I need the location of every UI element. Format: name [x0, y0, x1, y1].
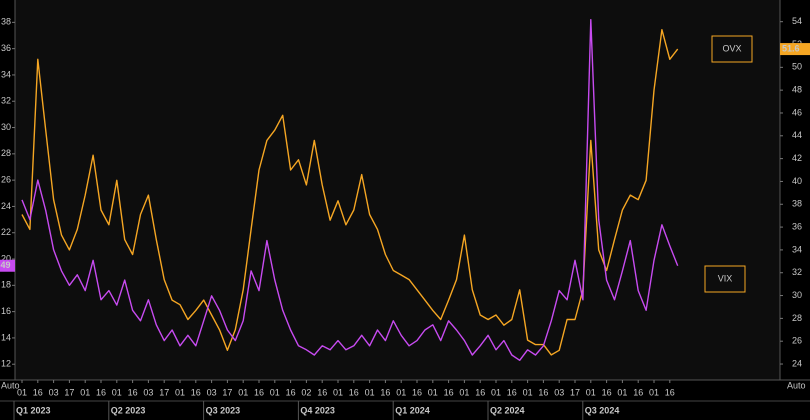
- x-tick-label: 16: [665, 387, 675, 397]
- y-tick-label: 30: [1, 122, 11, 132]
- y2-tick-label: 24: [792, 358, 802, 368]
- y-tick-label: 34: [1, 69, 11, 79]
- last-value-label: 51.6: [782, 43, 800, 53]
- series-line: [21, 29, 679, 356]
- x-tick-label: 16: [286, 387, 296, 397]
- x-tick-label: 01: [617, 387, 627, 397]
- x-tick-label: 16: [412, 387, 422, 397]
- y2-tick-label: 32: [792, 267, 802, 277]
- x-tick-label: 01: [112, 387, 122, 397]
- x-tick-label: 01: [491, 387, 501, 397]
- y2-tick-label: 34: [792, 244, 802, 254]
- x-tick-label: 16: [349, 387, 359, 397]
- y-tick-label: 38: [1, 17, 11, 27]
- x-tick-label: 02: [301, 387, 311, 397]
- y-tick-label: 20: [1, 253, 11, 263]
- series-line: [21, 19, 679, 361]
- y-tick-label: 14: [1, 332, 11, 342]
- plot-area: [15, 0, 780, 380]
- x-tick-label: 16: [602, 387, 612, 397]
- legend-label: VIX: [718, 273, 733, 283]
- x-tick-label: 16: [33, 387, 43, 397]
- x-tick-label: 16: [507, 387, 517, 397]
- y-tick-label: 24: [1, 201, 11, 211]
- x-tick-label: 01: [586, 387, 596, 397]
- y2-tick-label: 30: [792, 290, 802, 300]
- quarter-label: Q3 2024: [585, 405, 620, 415]
- x-tick-label: 03: [49, 387, 59, 397]
- y2-tick-label: 54: [792, 16, 802, 26]
- y2-tick-label: 28: [792, 313, 802, 323]
- x-tick-label: 01: [365, 387, 375, 397]
- x-tick-label: 16: [633, 387, 643, 397]
- quarter-label: Q2 2023: [111, 405, 146, 415]
- x-tick-label: 01: [175, 387, 185, 397]
- y-tick-label: 28: [1, 148, 11, 158]
- y-tick-label: 36: [1, 43, 11, 53]
- x-tick-label: 01: [428, 387, 438, 397]
- y-tick-label: 22: [1, 227, 11, 237]
- x-tick-label: 01: [17, 387, 27, 397]
- x-tick-label: 01: [238, 387, 248, 397]
- y2-tick-label: 44: [792, 130, 802, 140]
- axis-mode-label: Auto: [787, 380, 806, 390]
- y-tick-label: 32: [1, 96, 11, 106]
- legend-box: [711, 35, 753, 63]
- y-tick-label: 12: [1, 359, 11, 369]
- x-tick-label: 16: [317, 387, 327, 397]
- y-tick-label: 16: [1, 306, 11, 316]
- x-tick-label: 16: [475, 387, 485, 397]
- y2-tick-label: 36: [792, 221, 802, 231]
- x-tick-label: 16: [96, 387, 106, 397]
- legend-label: OVX: [722, 43, 741, 53]
- quarter-label: Q2 2024: [490, 405, 525, 415]
- quarter-label: Q4 2023: [300, 405, 335, 415]
- quarter-label: Q3 2023: [206, 405, 241, 415]
- x-tick-label: 03: [207, 387, 217, 397]
- y2-tick-label: 38: [792, 199, 802, 209]
- x-tick-label: 03: [143, 387, 153, 397]
- axis-mode-label: Auto: [1, 380, 20, 390]
- x-tick-label: 17: [64, 387, 74, 397]
- y2-tick-label: 46: [792, 107, 802, 117]
- x-tick-label: 03: [554, 387, 564, 397]
- x-tick-label: 16: [444, 387, 454, 397]
- x-tick-label: 01: [523, 387, 533, 397]
- x-tick-label: 01: [333, 387, 343, 397]
- x-tick-label: 01: [80, 387, 90, 397]
- y2-tick-label: 40: [792, 176, 802, 186]
- x-tick-label: 17: [570, 387, 580, 397]
- last-value-label: 19.49: [0, 260, 11, 270]
- x-tick-label: 01: [649, 387, 659, 397]
- y-tick-label: 18: [1, 280, 11, 290]
- y2-tick-label: 42: [792, 153, 802, 163]
- x-tick-label: 16: [380, 387, 390, 397]
- y-tick-label: 26: [1, 175, 11, 185]
- x-tick-label: 16: [538, 387, 548, 397]
- legend-box: [704, 265, 746, 293]
- last-value-badge: [780, 43, 810, 56]
- last-value-badge: [0, 259, 15, 272]
- quarter-label: Q1 2024: [395, 405, 430, 415]
- quarter-label: Q1 2023: [16, 405, 51, 415]
- x-tick-label: 01: [459, 387, 469, 397]
- y2-tick-label: 50: [792, 62, 802, 72]
- x-tick-label: 16: [254, 387, 264, 397]
- x-tick-label: 16: [128, 387, 138, 397]
- x-tick-label: 01: [270, 387, 280, 397]
- x-tick-label: 17: [159, 387, 169, 397]
- x-tick-label: 01: [396, 387, 406, 397]
- x-tick-label: 17: [222, 387, 232, 397]
- y2-tick-label: 26: [792, 336, 802, 346]
- x-tick-label: 16: [191, 387, 201, 397]
- y2-tick-label: 48: [792, 85, 802, 95]
